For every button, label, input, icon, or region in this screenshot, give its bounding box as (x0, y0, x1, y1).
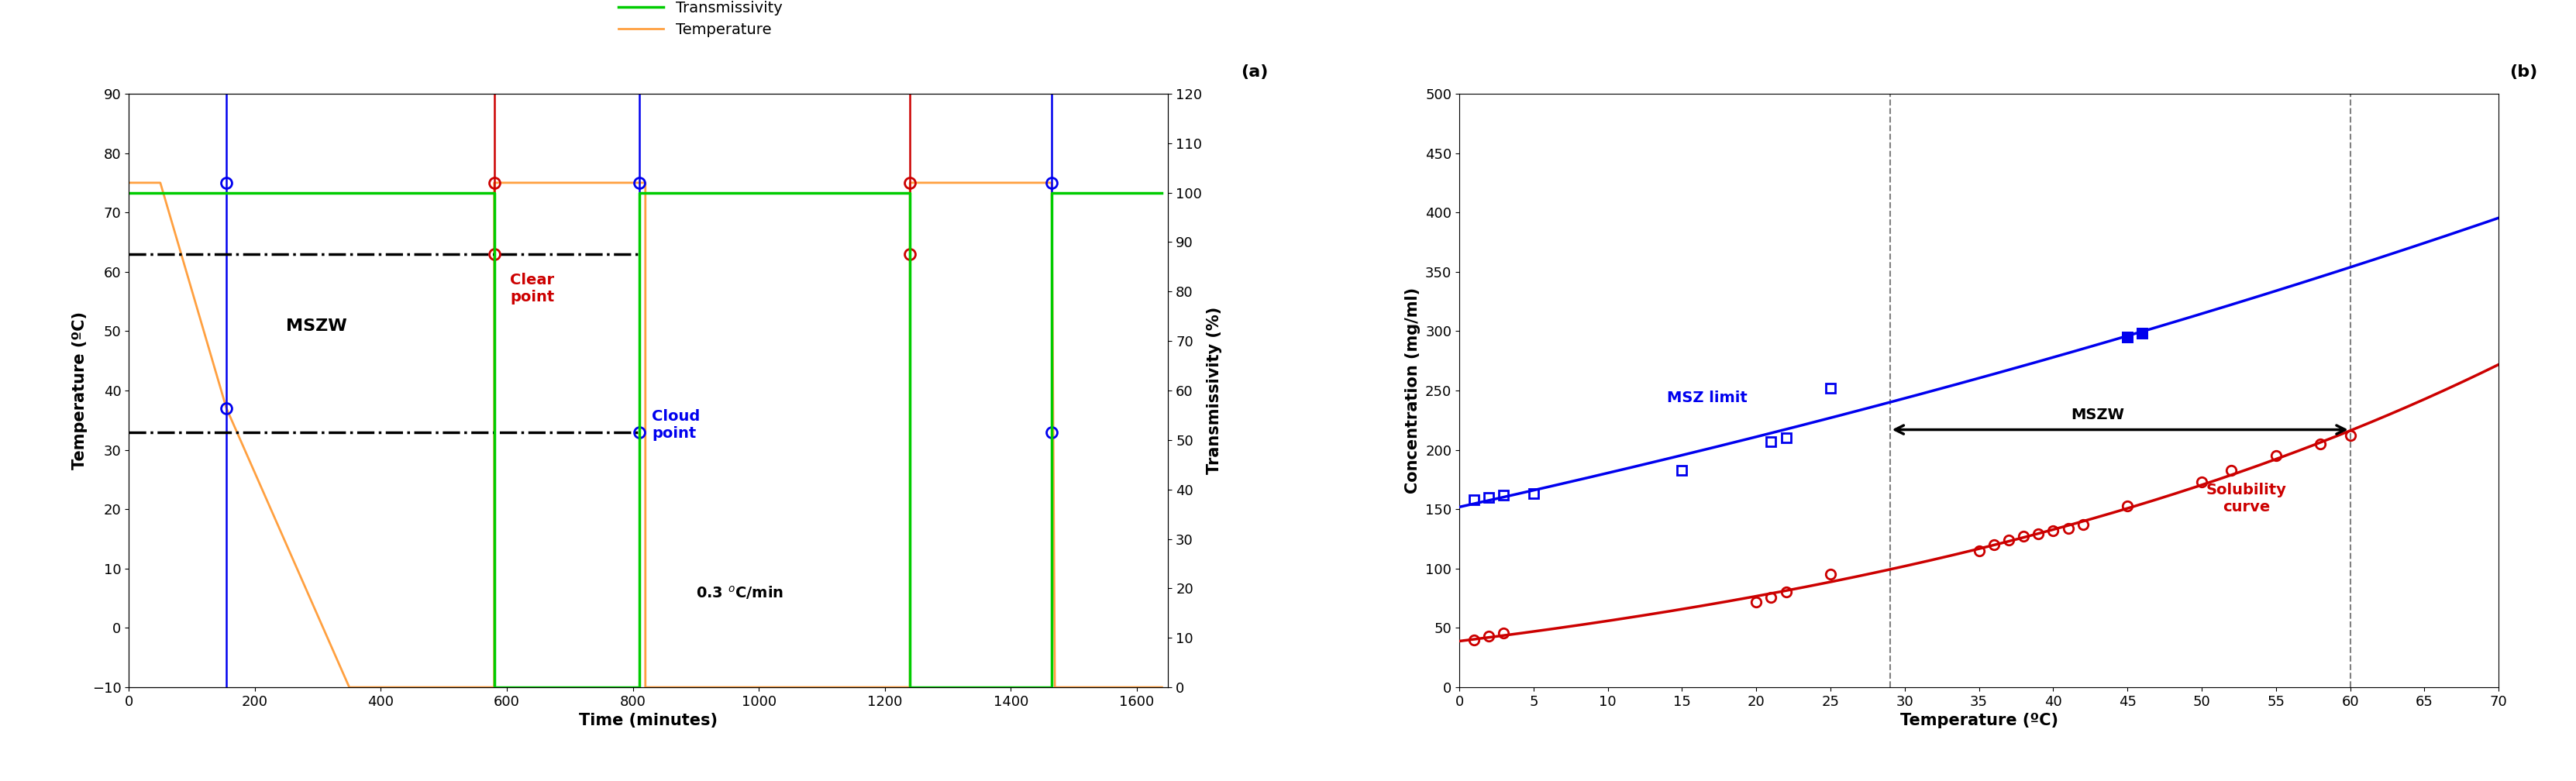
Text: (a): (a) (1242, 64, 1267, 80)
Text: MSZW: MSZW (2071, 408, 2125, 422)
Y-axis label: Temperature (ºC): Temperature (ºC) (72, 312, 88, 469)
X-axis label: Temperature (ºC): Temperature (ºC) (1901, 713, 2058, 729)
Legend: Transmissivity, Temperature: Transmissivity, Temperature (613, 0, 788, 44)
Text: Clear
point: Clear point (510, 273, 554, 305)
Text: 0.3 $^{o}$C/min: 0.3 $^{o}$C/min (696, 584, 783, 601)
X-axis label: Time (minutes): Time (minutes) (580, 713, 719, 729)
Text: (b): (b) (2509, 64, 2537, 80)
Text: Cloud
point: Cloud point (652, 409, 701, 441)
Y-axis label: Transmissivity (%): Transmissivity (%) (1206, 307, 1221, 474)
Text: MSZ limit: MSZ limit (1667, 390, 1747, 405)
Text: MSZW: MSZW (286, 319, 348, 334)
Y-axis label: Concentration (mg/ml): Concentration (mg/ml) (1406, 287, 1422, 494)
Text: Solubility
curve: Solubility curve (2205, 483, 2287, 515)
